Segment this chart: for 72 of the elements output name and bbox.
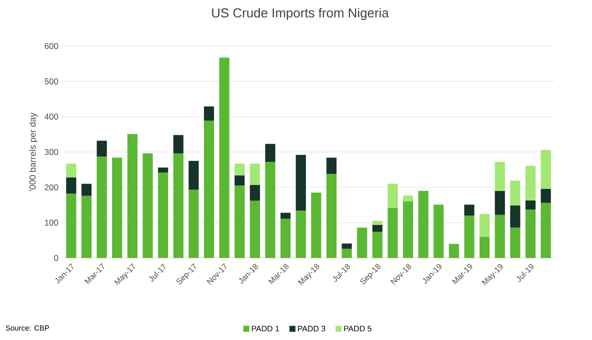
bar <box>219 58 230 258</box>
bar <box>250 200 260 258</box>
bar <box>342 248 352 258</box>
y-tick-label: 100 <box>44 220 58 226</box>
bar <box>342 244 352 249</box>
bar <box>388 208 398 258</box>
bar <box>540 188 551 203</box>
bar <box>250 164 260 185</box>
bar <box>96 140 107 157</box>
bar <box>464 204 474 216</box>
bar <box>402 195 414 202</box>
bar <box>525 200 536 210</box>
bar <box>173 153 184 258</box>
bar <box>188 190 199 258</box>
bar <box>112 158 122 258</box>
bar <box>204 120 214 258</box>
y-tick-label: 300 <box>44 149 58 155</box>
bar <box>188 160 199 190</box>
bar <box>234 175 245 186</box>
bar <box>494 190 505 215</box>
bar <box>372 220 382 225</box>
bar <box>265 162 276 258</box>
bar <box>66 194 76 258</box>
bar <box>234 164 245 176</box>
bar <box>448 244 460 258</box>
bar <box>66 177 76 194</box>
y-tick-label: 500 <box>44 78 58 84</box>
bar <box>280 212 291 219</box>
bar <box>280 218 291 258</box>
bar <box>357 228 368 258</box>
y-axis-title: '000 barrels per day <box>29 112 38 192</box>
bar <box>66 164 76 178</box>
bar <box>494 214 505 258</box>
bar <box>326 158 337 174</box>
bar <box>81 196 92 258</box>
bar <box>158 168 168 172</box>
bar <box>480 236 490 258</box>
bar <box>372 224 382 232</box>
bar <box>265 144 276 162</box>
bar <box>464 216 474 258</box>
bar <box>494 162 505 191</box>
bar <box>204 106 214 121</box>
bar <box>96 156 107 258</box>
bar <box>127 134 138 258</box>
bar <box>510 205 520 228</box>
bar <box>418 190 428 258</box>
bar <box>311 192 322 258</box>
bar <box>510 228 520 258</box>
bar <box>296 154 306 211</box>
bar <box>388 184 398 208</box>
bar <box>326 174 337 258</box>
bar <box>510 180 520 206</box>
y-tick-label: 200 <box>44 184 58 190</box>
bar <box>158 172 168 258</box>
bar <box>525 166 536 200</box>
bar <box>434 204 444 258</box>
bar <box>540 150 551 189</box>
bar <box>540 202 551 258</box>
bar <box>234 186 245 258</box>
bar <box>296 210 306 258</box>
bar <box>402 201 414 258</box>
bar <box>173 135 184 154</box>
bar <box>142 153 153 258</box>
y-tick-label: 400 <box>44 114 58 120</box>
bar <box>81 184 92 196</box>
y-tick-label: 0 <box>54 255 58 261</box>
bar <box>250 184 260 201</box>
bar <box>480 214 490 237</box>
chart-title: US Crude Imports from Nigeria <box>212 8 389 20</box>
bar <box>372 232 382 258</box>
bar <box>525 210 536 258</box>
y-tick-label: 600 <box>44 43 58 49</box>
